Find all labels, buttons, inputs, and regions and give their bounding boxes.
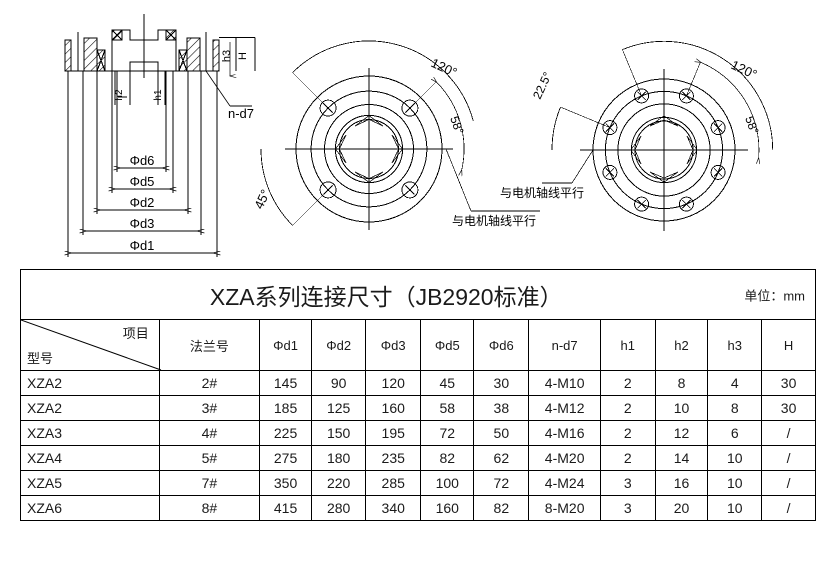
svg-text:与电机轴线平行: 与电机轴线平行 bbox=[500, 185, 584, 200]
svg-text:58°: 58° bbox=[447, 114, 466, 136]
svg-text:120°: 120° bbox=[429, 55, 460, 80]
svg-text:h1: h1 bbox=[153, 89, 164, 101]
svg-text:H: H bbox=[237, 52, 249, 60]
svg-text:h3: h3 bbox=[221, 50, 233, 62]
svg-text:120°: 120° bbox=[729, 57, 760, 82]
svg-text:Φd5: Φd5 bbox=[130, 174, 155, 189]
svg-text:h2: h2 bbox=[114, 89, 125, 101]
svg-text:Φd2: Φd2 bbox=[130, 195, 155, 210]
svg-text:58°: 58° bbox=[742, 114, 761, 136]
svg-text:与电机轴线平行: 与电机轴线平行 bbox=[452, 213, 536, 228]
svg-text:Φd6: Φd6 bbox=[130, 153, 155, 168]
svg-text:Φd3: Φd3 bbox=[130, 216, 155, 231]
svg-text:22.5°: 22.5° bbox=[530, 70, 555, 102]
svg-text:Φd1: Φd1 bbox=[130, 238, 155, 253]
svg-text:n-d7: n-d7 bbox=[228, 106, 254, 121]
